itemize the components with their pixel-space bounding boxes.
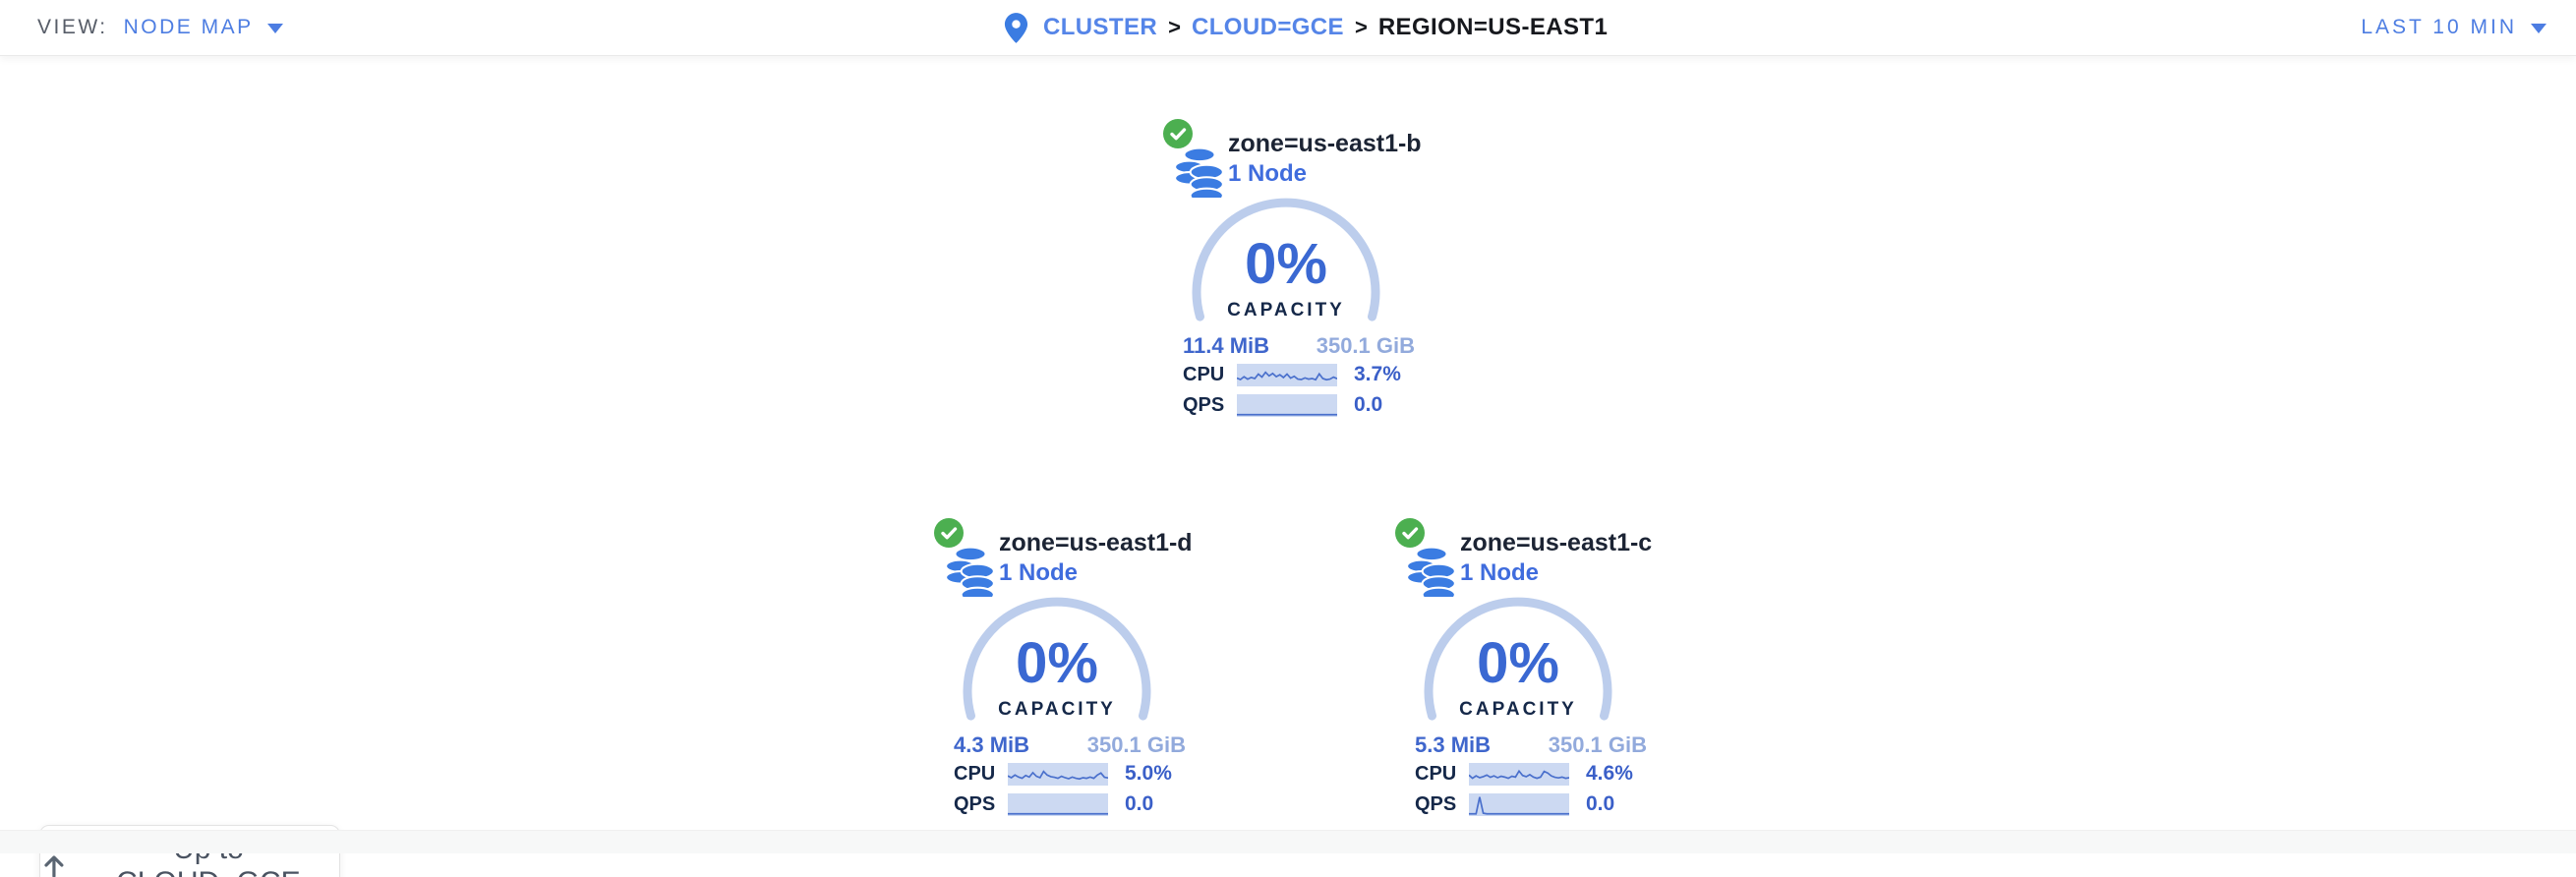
cpu-value: 4.6%: [1586, 762, 1633, 785]
cpu-metric-row: CPU 5.0%: [954, 762, 1186, 786]
healthy-check-icon: [1163, 119, 1193, 148]
capacity-used: 11.4 MiB: [1183, 333, 1270, 358]
capacity-label: CAPACITY: [998, 699, 1116, 720]
qps-label: QPS: [1415, 792, 1457, 815]
breadcrumb-link-cluster[interactable]: CLUSTER: [1043, 14, 1158, 40]
database-stack-icon: [1406, 546, 1456, 597]
breadcrumb-separator: >: [1168, 15, 1181, 39]
capacity-values: 4.3 MiB 350.1 GiB: [954, 732, 1186, 758]
cpu-label: CPU: [1415, 762, 1457, 785]
database-stack-icon: [945, 546, 995, 597]
qps-sparkline: [1008, 792, 1108, 816]
capacity-arc: [1424, 597, 1612, 721]
qps-metric-row: QPS 0.0: [1183, 393, 1415, 417]
cpu-sparkline: [1469, 762, 1569, 786]
database-stack-icon: [1174, 146, 1224, 198]
healthy-check-icon: [934, 518, 964, 548]
capacity-gauge: 0% CAPACITY: [961, 595, 1153, 742]
time-range-value: LAST 10 MIN: [2361, 16, 2517, 38]
cpu-value: 5.0%: [1125, 762, 1172, 785]
qps-metric-row: QPS 0.0: [954, 792, 1186, 816]
zone-title: zone=us-east1-b: [1228, 130, 1422, 157]
breadcrumb: CLUSTER > CLOUD=GCE > REGION=US-EAST1: [1003, 0, 1608, 55]
zone-node-count: 1 Node: [1460, 559, 1540, 586]
breadcrumb-separator: >: [1354, 15, 1368, 39]
healthy-check-icon: [1395, 518, 1425, 548]
qps-sparkline: [1237, 393, 1337, 417]
view-label: VIEW:: [37, 16, 108, 38]
up-arrow-icon: [44, 855, 64, 877]
toolbar: VIEW: NODE MAP CLUSTER > CLOUD=GCE > REG…: [0, 0, 2576, 56]
capacity-label: CAPACITY: [1459, 699, 1577, 720]
capacity-total: 350.1 GiB: [1086, 732, 1186, 757]
qps-sparkline: [1469, 792, 1569, 816]
view-control: VIEW: NODE MAP: [37, 0, 283, 55]
capacity-label: CAPACITY: [1227, 300, 1345, 321]
qps-value: 0.0: [1125, 792, 1154, 815]
breadcrumb-current-region: REGION=US-EAST1: [1377, 14, 1609, 40]
capacity-used: 5.3 MiB: [1415, 732, 1492, 757]
capacity-values: 11.4 MiB 350.1 GiB: [1183, 333, 1415, 359]
zone-card-us-east1-c[interactable]: zone=us-east1-c 1 Node 0% CAPACITY 5.3 M…: [1395, 514, 1653, 823]
capacity-gauge: 0% CAPACITY: [1422, 595, 1614, 742]
capacity-percent: 0%: [1245, 232, 1327, 296]
cpu-label: CPU: [954, 762, 996, 785]
qps-metric-row: QPS 0.0: [1415, 792, 1647, 816]
capacity-percent: 0%: [1477, 631, 1559, 695]
qps-value: 0.0: [1354, 393, 1383, 416]
capacity-gauge: 0% CAPACITY: [1190, 196, 1382, 343]
qps-value: 0.0: [1586, 792, 1615, 815]
map-footer-strip: [0, 830, 2576, 853]
capacity-used: 4.3 MiB: [954, 732, 1030, 757]
time-range-dropdown[interactable]: LAST 10 MIN: [2361, 0, 2547, 55]
capacity-percent: 0%: [1016, 631, 1098, 695]
node-map-canvas: zone=us-east1-b 1 Node 0% CAPACITY 11.4 …: [0, 56, 2576, 877]
cpu-sparkline: [1008, 762, 1108, 786]
view-dropdown[interactable]: NODE MAP: [124, 16, 283, 39]
capacity-values: 5.3 MiB 350.1 GiB: [1415, 732, 1647, 758]
zone-card-us-east1-b[interactable]: zone=us-east1-b 1 Node 0% CAPACITY 11.4 …: [1163, 115, 1422, 424]
zone-node-count: 1 Node: [1228, 160, 1308, 187]
cpu-value: 3.7%: [1354, 363, 1401, 385]
view-dropdown-value: NODE MAP: [123, 16, 254, 38]
zone-card-us-east1-d[interactable]: zone=us-east1-d 1 Node 0% CAPACITY 4.3 M…: [934, 514, 1193, 823]
capacity-total: 350.1 GiB: [1316, 333, 1415, 358]
zone-title: zone=us-east1-d: [999, 529, 1193, 556]
zone-title: zone=us-east1-c: [1460, 529, 1653, 556]
qps-label: QPS: [954, 792, 996, 815]
capacity-arc: [1192, 198, 1380, 322]
cpu-label: CPU: [1183, 363, 1225, 385]
chevron-down-icon: [2531, 24, 2547, 33]
zone-node-count: 1 Node: [999, 559, 1079, 586]
chevron-down-icon: [266, 24, 283, 33]
qps-label: QPS: [1183, 393, 1225, 416]
cpu-sparkline: [1237, 363, 1337, 386]
capacity-total: 350.1 GiB: [1548, 732, 1647, 757]
location-pin-icon: [1004, 12, 1028, 43]
cpu-metric-row: CPU 3.7%: [1183, 363, 1415, 386]
capacity-arc: [963, 597, 1151, 721]
breadcrumb-link-cloud-gce[interactable]: CLOUD=GCE: [1192, 14, 1344, 40]
cpu-metric-row: CPU 4.6%: [1415, 762, 1647, 786]
